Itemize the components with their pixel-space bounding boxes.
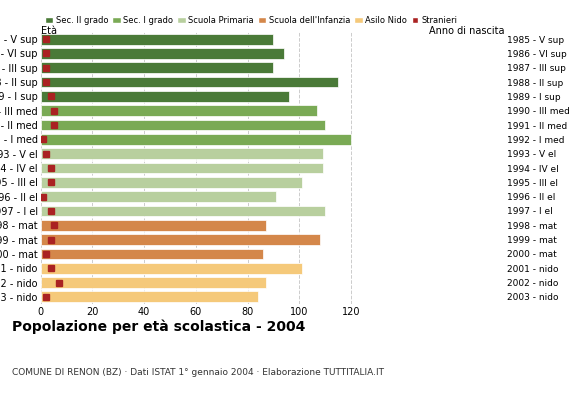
Bar xyxy=(41,292,258,302)
Bar xyxy=(41,148,322,159)
Bar xyxy=(41,62,274,73)
Bar xyxy=(41,48,284,59)
Bar xyxy=(41,163,322,173)
Bar xyxy=(41,206,325,216)
Bar xyxy=(41,34,274,44)
Bar xyxy=(41,91,289,102)
Bar xyxy=(41,234,320,245)
Bar xyxy=(41,220,266,231)
Bar xyxy=(41,177,302,188)
Text: Età: Età xyxy=(41,26,57,36)
Legend: Sec. II grado, Sec. I grado, Scuola Primaria, Scuola dell'Infanzia, Asilo Nido, : Sec. II grado, Sec. I grado, Scuola Prim… xyxy=(45,16,458,25)
Bar xyxy=(41,248,263,259)
Text: COMUNE DI RENON (BZ) · Dati ISTAT 1° gennaio 2004 · Elaborazione TUTTITALIA.IT: COMUNE DI RENON (BZ) · Dati ISTAT 1° gen… xyxy=(12,368,383,377)
Bar xyxy=(41,120,325,130)
Bar xyxy=(41,263,302,274)
Bar xyxy=(41,77,338,88)
Bar xyxy=(41,134,351,145)
Bar xyxy=(41,105,317,116)
Text: Popolazione per età scolastica - 2004: Popolazione per età scolastica - 2004 xyxy=(12,320,305,334)
Bar xyxy=(41,277,266,288)
Text: Anno di nascita: Anno di nascita xyxy=(429,26,505,36)
Bar xyxy=(41,191,276,202)
